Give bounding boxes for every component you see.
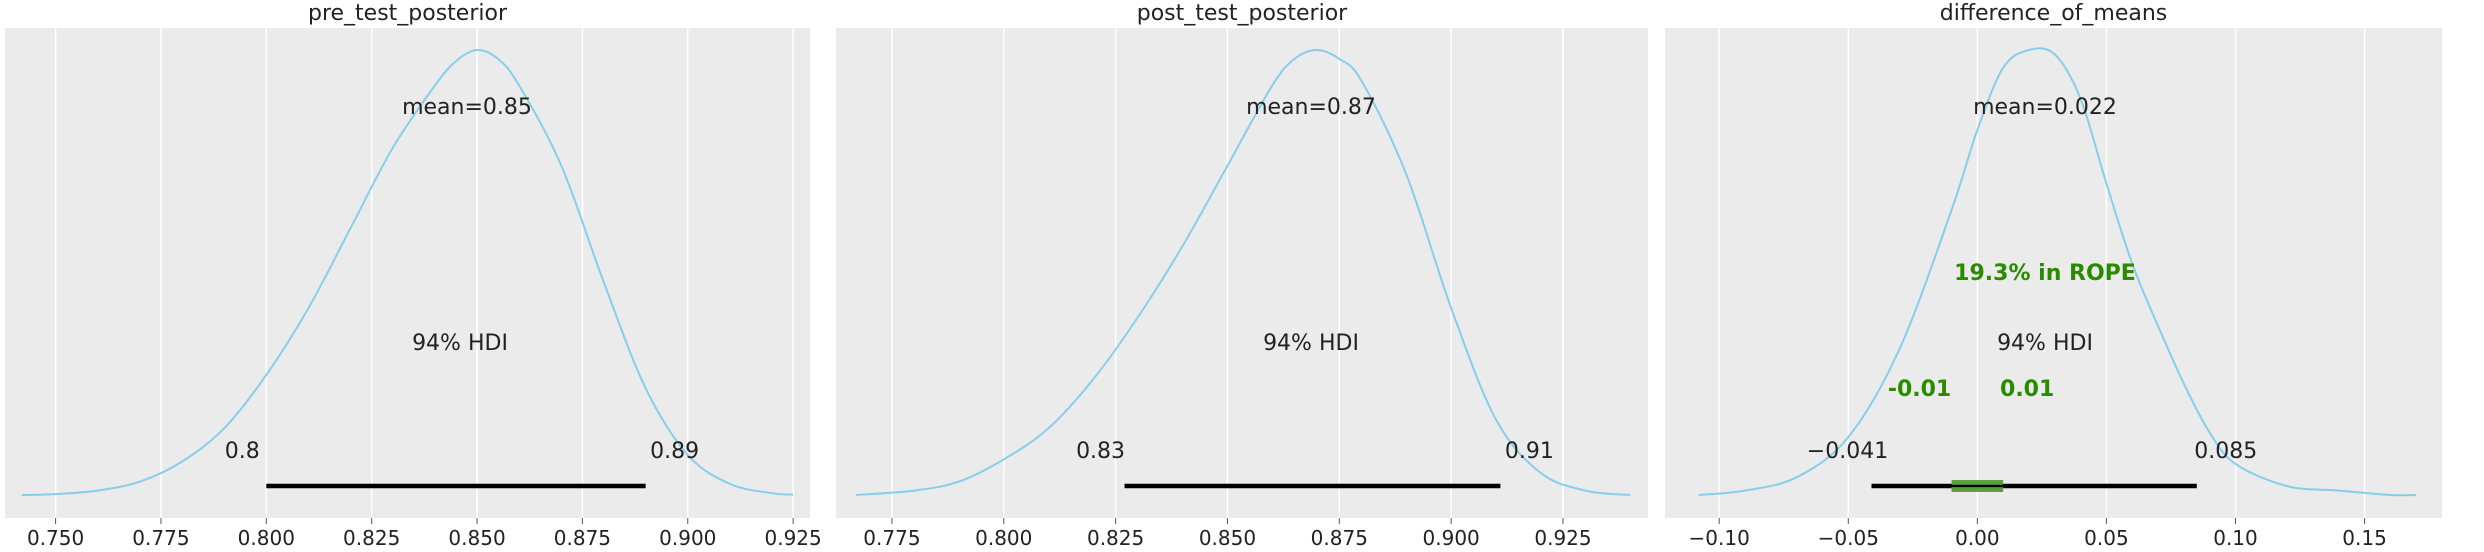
x-tick-label: 0.00 [1955, 526, 2000, 550]
x-tick-label: 0.10 [2213, 526, 2258, 550]
x-tick-label: 0.750 [27, 526, 84, 550]
density-curve [856, 48, 1631, 496]
panel-2: 0.775 0.800 0.825 0.850 0.875 0.900 0.925 post_… [836, 1, 1648, 550]
hdi-upper-label: 0.91 [1505, 439, 1554, 464]
density-curve [21, 48, 794, 496]
x-tick-label: 0.825 [343, 526, 400, 550]
rope-lower-label: -0.01 [1888, 377, 1951, 402]
x-tick-label: −0.10 [1689, 526, 1750, 550]
x-tick-label: 0.875 [554, 526, 611, 550]
x-tick-label: 0.775 [132, 526, 189, 550]
hdi-upper-label: 0.085 [2194, 439, 2257, 464]
hdi-lower-label: −0.041 [1807, 439, 1888, 464]
x-tick-label: 0.05 [2084, 526, 2129, 550]
hdi-lower-label: 0.83 [1076, 439, 1125, 464]
mean-label: mean=0.022 [1973, 95, 2117, 120]
hdi-upper-label: 0.89 [650, 439, 699, 464]
x-tick-label: 0.925 [765, 526, 822, 550]
rope-percentage-label: 19.3% in ROPE [1954, 261, 2136, 286]
x-tick-label: 0.800 [975, 526, 1032, 550]
x-tick-label: 0.800 [238, 526, 295, 550]
mean-label: mean=0.85 [402, 95, 532, 120]
x-tick-label: 0.775 [863, 526, 920, 550]
hdi-label: 94% HDI [1997, 331, 2093, 356]
plot-background [1665, 28, 2442, 518]
x-tick-label: 0.850 [1199, 526, 1256, 550]
rope-upper-label: 0.01 [2000, 377, 2054, 402]
hdi-lower-label: 0.8 [225, 439, 260, 464]
plot-background [836, 28, 1648, 518]
panel-title: difference_of_means [1940, 1, 2168, 26]
x-tick-label: 0.875 [1311, 526, 1368, 550]
x-tick-label: −0.05 [1818, 526, 1879, 550]
panel-1: 0.750 0.775 0.800 0.825 0.850 0.875 0.900 0.925… [5, 1, 822, 550]
x-tick-label: 0.900 [1423, 526, 1480, 550]
x-tick-label: 0.925 [1534, 526, 1591, 550]
x-tick-label: 0.850 [448, 526, 505, 550]
density-curve [1698, 47, 2417, 497]
panel-title: pre_test_posterior [308, 1, 508, 26]
plot-background [5, 28, 810, 518]
mean-label: mean=0.87 [1246, 95, 1376, 120]
panel-3: −0.10 −0.05 0.00 0.05 0.10 0.15 difference_of_… [1665, 1, 2442, 550]
hdi-label: 94% HDI [1263, 331, 1359, 356]
hdi-label: 94% HDI [412, 331, 508, 356]
x-tick-label: 0.15 [2342, 526, 2387, 550]
x-tick-label: 0.900 [659, 526, 716, 550]
x-tick-label: 0.825 [1087, 526, 1144, 550]
panel-title: post_test_posterior [1137, 1, 1348, 26]
